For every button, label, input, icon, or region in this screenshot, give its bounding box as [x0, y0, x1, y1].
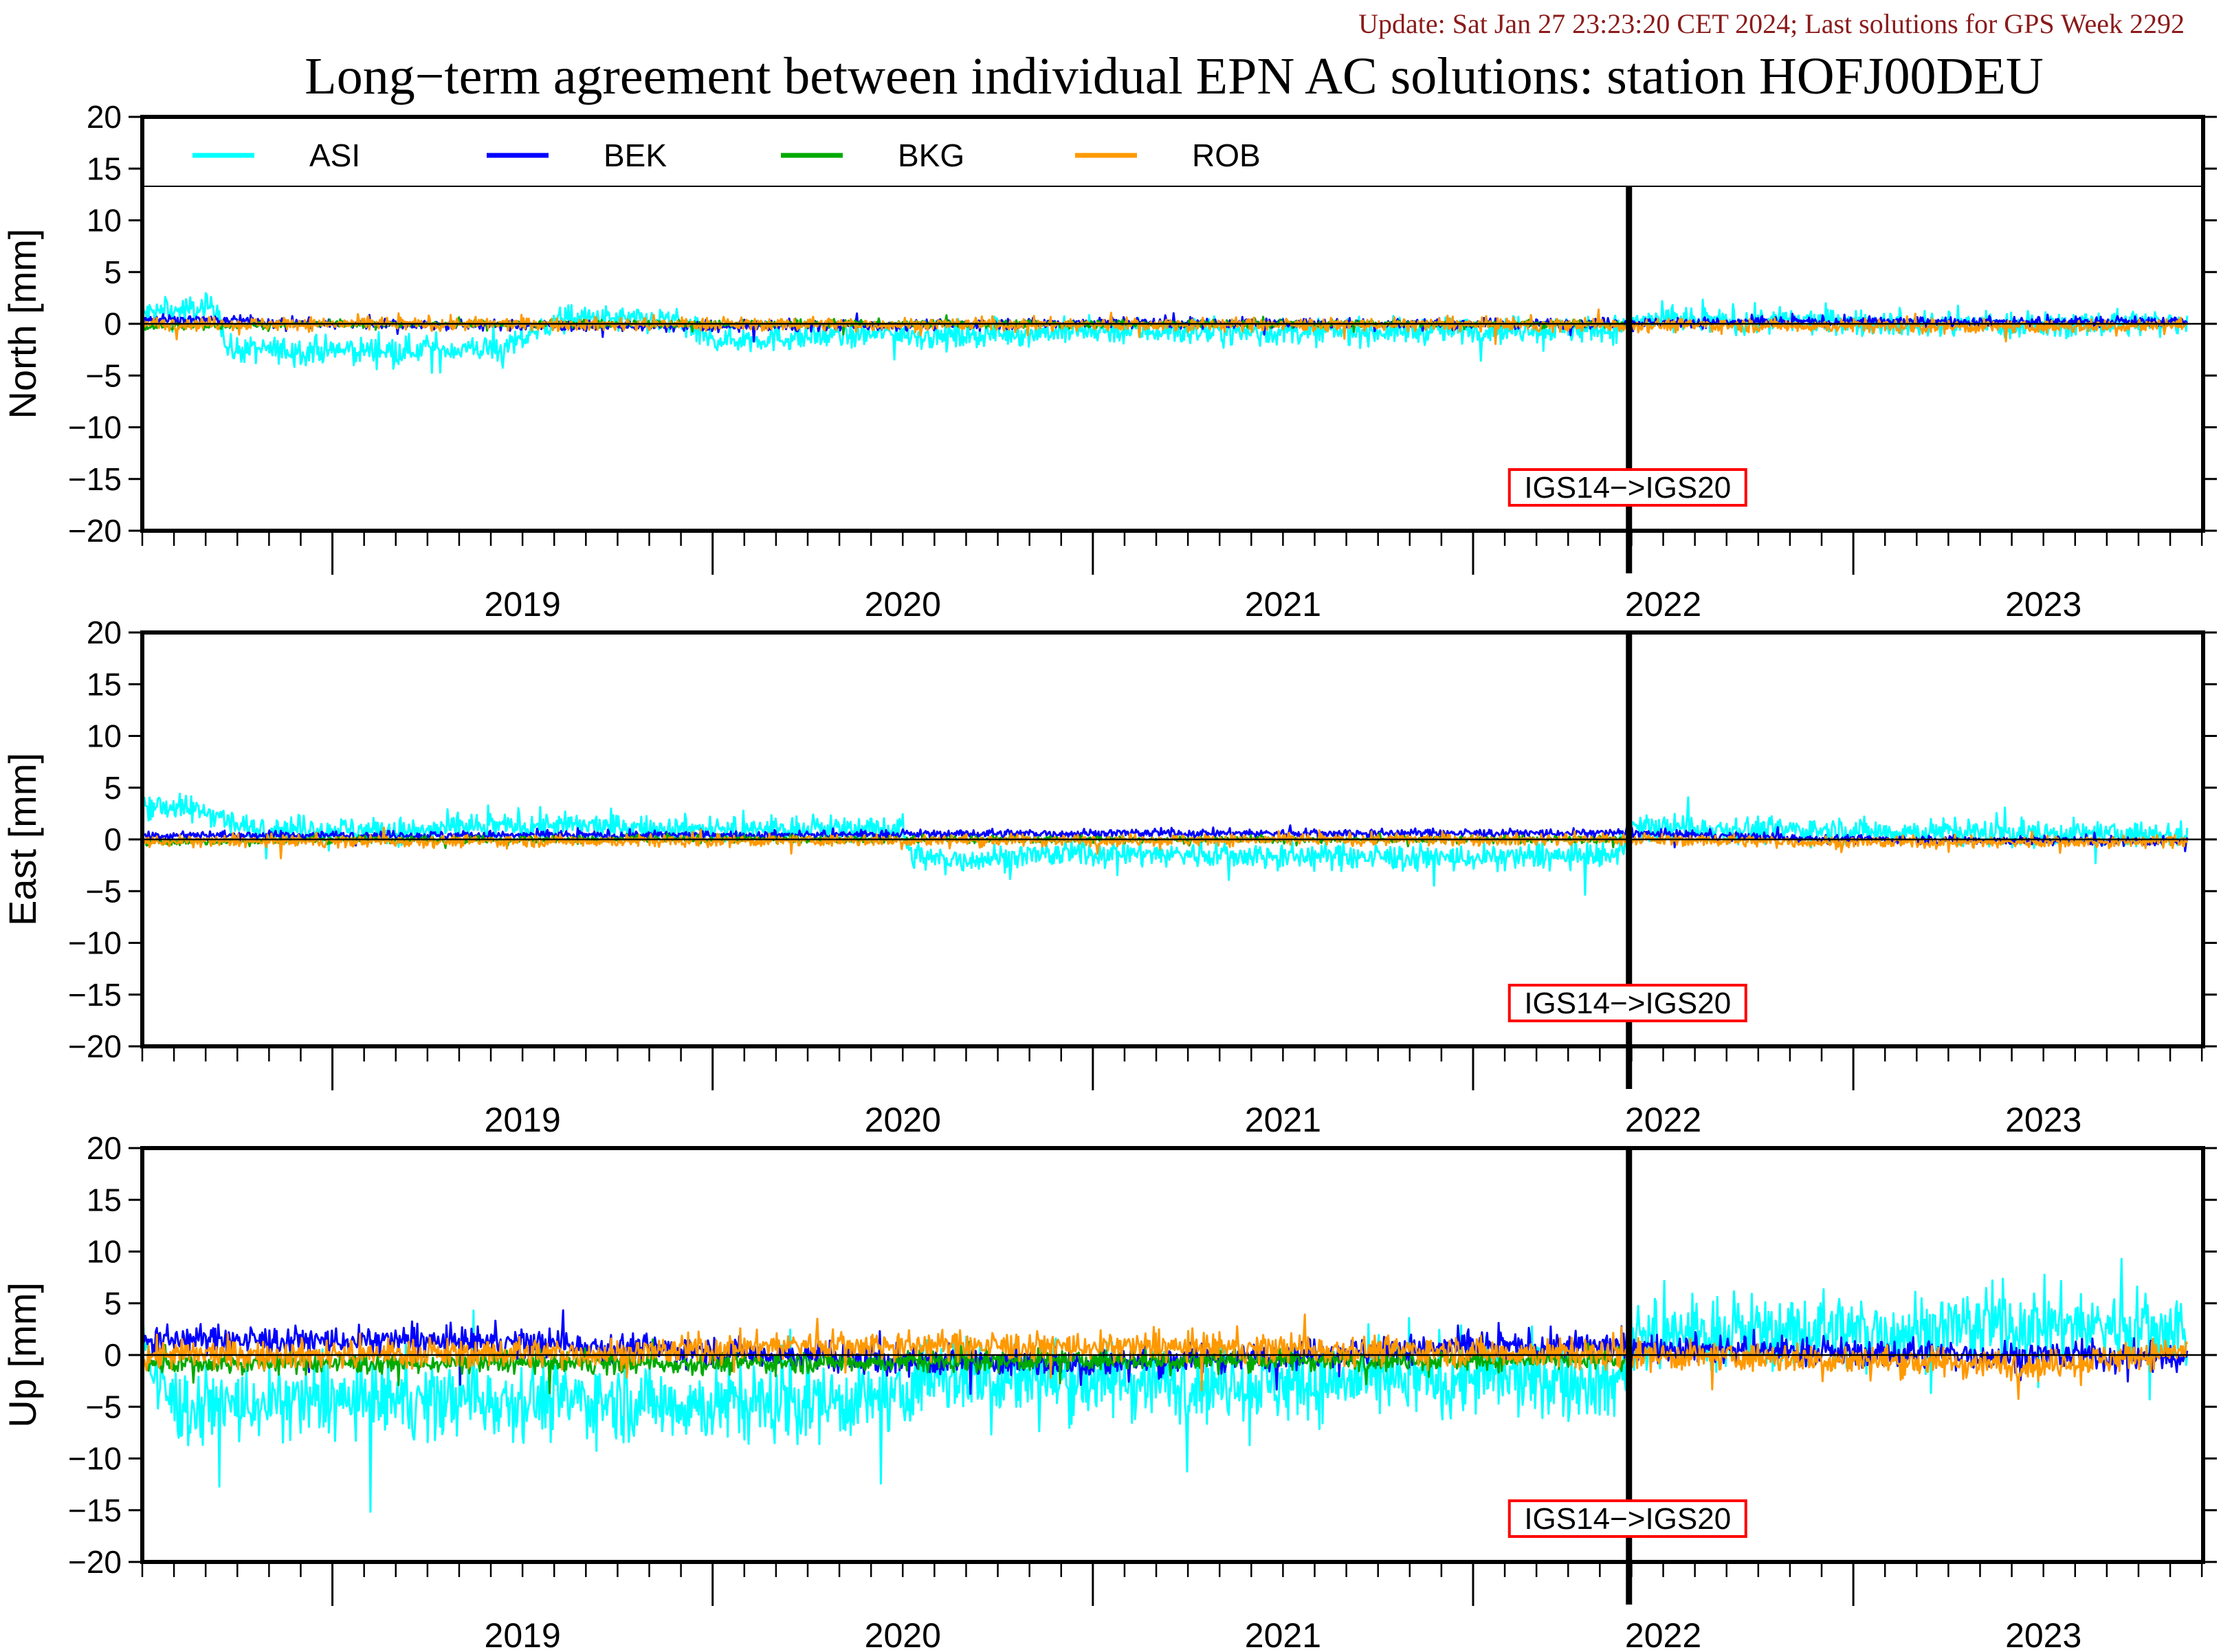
frame-change-label: IGS14−>IGS20: [1524, 1502, 1731, 1536]
x-year-label: 2019: [485, 1101, 561, 1139]
y-axis-label: East [mm]: [1, 753, 44, 926]
y-tick-label: −5: [86, 357, 122, 393]
series-line-rob: [142, 1313, 2189, 1400]
y-axis-label: Up [mm]: [1, 1282, 44, 1428]
x-year-label: 2023: [2005, 1616, 2081, 1649]
y-tick-label: −20: [68, 1028, 122, 1064]
y-tick-label: 0: [104, 306, 122, 342]
frame-change-label: IGS14−>IGS20: [1524, 987, 1731, 1020]
y-tick-label: 15: [87, 151, 122, 186]
frame-change-label: IGS14−>IGS20: [1524, 471, 1731, 505]
x-year-label: 2023: [2005, 585, 2081, 624]
panels: IGS14−>IGS20 ASI BEK BKG ROB 20 15 10 5 0 −5 −10 −15…: [1, 99, 2217, 1652]
y-tick-label: 20: [87, 1130, 122, 1166]
y-tick-label: 5: [104, 770, 122, 806]
x-year-label: 2023: [2005, 1101, 2081, 1139]
series-line-asi: [142, 292, 2189, 374]
panel-3: IGS14−>IGS20 20 15 10 5 0 −5 −10 −15 −20 Up [mm] 20…: [1, 1130, 2217, 1652]
legend-box: [142, 117, 2203, 186]
x-year-label: 2021: [1245, 1616, 1321, 1649]
y-tick-label: −15: [68, 977, 122, 1013]
x-year-label: 2020: [865, 1616, 941, 1649]
x-year-label: 2021: [1245, 1101, 1321, 1139]
series-line-asi: [142, 793, 2189, 896]
x-year-label: 2019: [485, 585, 561, 624]
y-tick-label: −20: [68, 1544, 122, 1580]
update-note: Update: Sat Jan 27 23:23:20 CET 2024; La…: [1358, 8, 2185, 39]
x-year-label: 2021: [1245, 585, 1321, 624]
y-tick-label: −5: [86, 1389, 122, 1424]
y-tick-label: −10: [68, 410, 122, 445]
x-year-label: 2022: [1625, 1616, 1701, 1649]
y-tick-label: 0: [104, 822, 122, 857]
y-tick-label: 15: [87, 666, 122, 702]
legend-label-bkg: BKG: [898, 137, 964, 173]
frame-change-box: [1507, 984, 1747, 1022]
y-tick-label: 10: [87, 718, 122, 754]
legend-label-asi: ASI: [309, 137, 360, 173]
y-tick-label: −20: [68, 513, 122, 549]
y-tick-label: 0: [104, 1337, 122, 1373]
x-year-label: 2020: [865, 1101, 941, 1139]
y-tick-label: 10: [87, 203, 122, 239]
panel-2: IGS14−>IGS20 20 15 10 5 0 −5 −10 −15 −20 East [mm]…: [1, 615, 2217, 1139]
frame-change-box: [1507, 1499, 1747, 1538]
y-tick-label: −15: [68, 461, 122, 497]
y-tick-label: −15: [68, 1493, 122, 1528]
y-tick-label: 20: [87, 615, 122, 650]
y-tick-label: 15: [87, 1182, 122, 1218]
x-year-label: 2019: [485, 1616, 561, 1649]
x-year-label: 2022: [1625, 585, 1701, 624]
y-tick-label: −10: [68, 925, 122, 961]
series-line-rob: [142, 826, 2189, 859]
y-tick-label: −5: [86, 873, 122, 909]
y-tick-label: 10: [87, 1234, 122, 1270]
frame-change-box: [1507, 468, 1747, 507]
y-tick-label: 5: [104, 1286, 122, 1321]
legend-label-rob: ROB: [1192, 137, 1261, 173]
x-year-label: 2020: [865, 585, 941, 624]
panel-1: IGS14−>IGS20 ASI BEK BKG ROB 20 15 10 5 0 −5 −10 −15…: [1, 99, 2217, 624]
y-tick-label: −10: [68, 1441, 122, 1477]
y-tick-label: 5: [104, 254, 122, 290]
chart-title: Long−term agreement between individual E…: [305, 47, 2043, 105]
y-axis-label: North [mm]: [1, 229, 44, 419]
y-tick-label: 20: [87, 99, 122, 135]
series-group: [142, 1257, 2189, 1513]
legend-label-bek: BEK: [604, 137, 667, 173]
x-year-label: 2022: [1625, 1101, 1701, 1139]
